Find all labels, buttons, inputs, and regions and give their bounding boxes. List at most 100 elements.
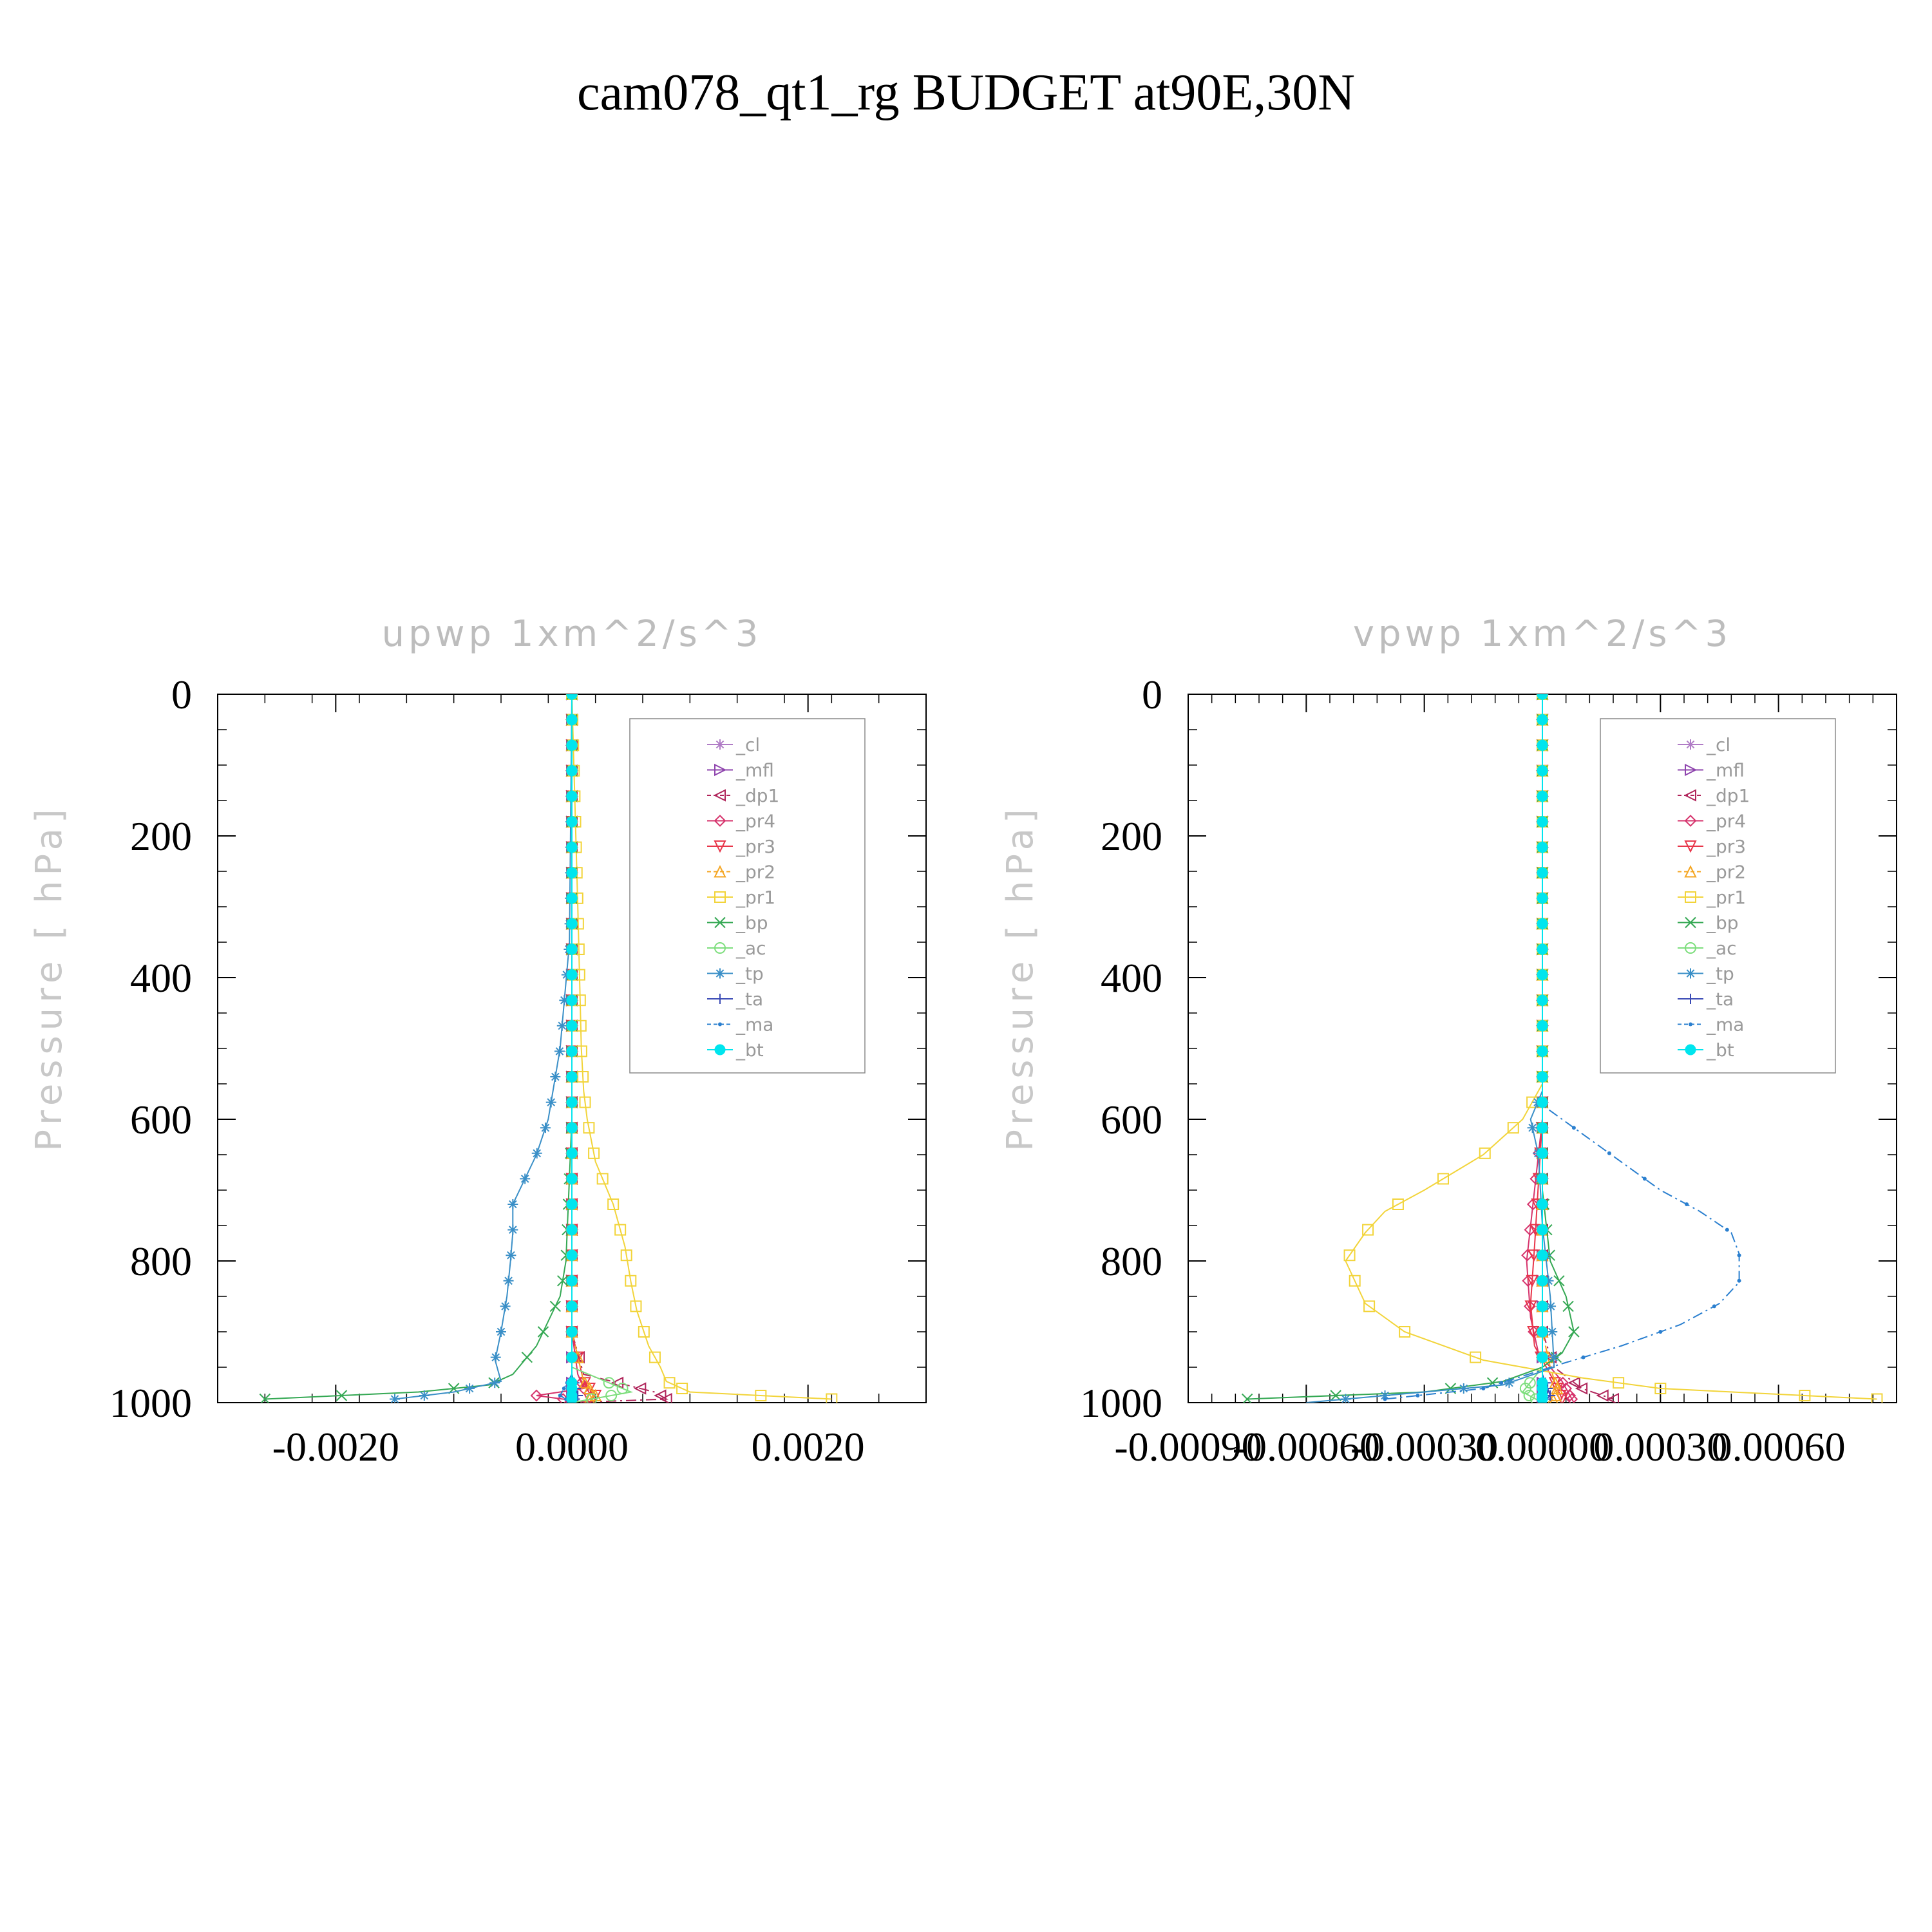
point-tp: [1340, 1394, 1351, 1403]
point-ma: [1642, 1177, 1647, 1181]
legend-item-pr2: _pr2: [1678, 862, 1746, 883]
point-pr4: [1566, 1393, 1578, 1403]
point-pr1: [1349, 1274, 1361, 1287]
point-tp: [503, 1275, 514, 1286]
point-dp1: [1606, 1392, 1619, 1403]
point-ma: [1383, 1397, 1387, 1401]
point-pr3: [1527, 1326, 1540, 1339]
series-bt: [1537, 694, 1548, 1403]
point-bt: [1537, 790, 1548, 802]
point-bt: [1537, 1394, 1548, 1403]
legend-label: _pr3: [1706, 836, 1746, 857]
point-bt: [566, 867, 578, 878]
point-tp: [556, 1020, 567, 1031]
legend: _cl _mfl _dp1 _pr4 _pr3 _pr2 _pr1 _bp _ac _tp _ta _…: [1600, 718, 1836, 1074]
legend-label: _mfl: [1706, 760, 1745, 781]
point-pr1: [583, 1122, 595, 1134]
series-tp: [390, 694, 577, 1403]
legend-item-pr4: _pr4: [707, 811, 775, 832]
point-pr1: [1343, 1249, 1356, 1262]
series-bp: [259, 694, 578, 1403]
point-bt: [1537, 1097, 1548, 1108]
point-bt: [1537, 1224, 1548, 1236]
point-ac: [603, 1377, 615, 1389]
legend-label: _mfl: [735, 760, 774, 781]
legend-label: _pr1: [735, 887, 775, 908]
point-pr4: [1524, 1224, 1537, 1236]
point-bt: [566, 1020, 578, 1032]
point-dp1: [654, 1389, 667, 1402]
point-pr4: [1522, 1274, 1535, 1287]
point-tp: [506, 1250, 516, 1261]
point-bt: [1537, 867, 1548, 878]
point-pr1: [755, 1390, 767, 1401]
point-bt: [1537, 994, 1548, 1006]
legend-label: _ta: [735, 989, 763, 1010]
point-bt: [1537, 1326, 1548, 1338]
point-pr1: [1362, 1224, 1374, 1236]
point-ma: [1416, 1394, 1420, 1397]
point-pr3: [1526, 1274, 1539, 1288]
point-bt: [1537, 918, 1548, 929]
point-bt: [566, 739, 578, 751]
legend-item-ma: _ma: [1678, 1014, 1744, 1036]
point-bt: [566, 1300, 578, 1312]
y-tick-label: 1000: [109, 1380, 192, 1426]
point-pr1: [614, 1224, 627, 1236]
x-tick-label: -0.00090: [1114, 1424, 1262, 1470]
legend-item-ta: _ta: [707, 989, 763, 1010]
point-bp: [1330, 1390, 1341, 1401]
legend-item-pr1: _pr1: [1678, 887, 1746, 908]
point-tp: [540, 1122, 551, 1133]
point-tp: [507, 1199, 518, 1209]
point-pr1: [579, 1096, 591, 1108]
point-pr1: [1392, 1198, 1404, 1210]
legend-label: _ma: [735, 1014, 773, 1036]
point-bt: [566, 1394, 578, 1403]
legend-label: _pr2: [735, 862, 775, 883]
point-bt: [1537, 1249, 1548, 1261]
chart-panel-upwp: upwp 1xm^2/s^3 Pressure [ hPa] 0 200 400 600 8…: [28, 613, 927, 1470]
point-pr1: [625, 1274, 637, 1287]
point-bt: [566, 1097, 578, 1108]
series-line-bp: [1247, 694, 1575, 1400]
point-ma: [1712, 1304, 1716, 1309]
point-ma: [1571, 1126, 1576, 1130]
point-tp: [1504, 1378, 1515, 1388]
x-tick-label: 0.00000: [1475, 1424, 1609, 1470]
point-bt: [1537, 1122, 1548, 1133]
y-tick-label: 800: [1101, 1238, 1162, 1284]
legend-label: _pr4: [735, 811, 775, 832]
point-pr1: [577, 1071, 589, 1083]
point-tp: [1547, 1327, 1558, 1337]
point-tp: [390, 1394, 400, 1403]
point-pr1: [596, 1173, 609, 1185]
point-bt: [1537, 739, 1548, 751]
y-axis-label: Pressure [ hPa]: [28, 804, 70, 1151]
point-tp: [531, 1148, 542, 1159]
point-pr4: [1524, 1300, 1536, 1312]
y-tick-label: 0: [171, 672, 192, 717]
point-ac: [1519, 1383, 1531, 1394]
legend-label: _bt: [735, 1039, 764, 1061]
point-pr1: [638, 1326, 650, 1338]
point-ac: [1523, 1390, 1535, 1401]
point-ac: [605, 1390, 618, 1401]
legend-label: _pr3: [735, 836, 775, 857]
point-bp: [1562, 1300, 1574, 1312]
point-bt: [566, 1198, 578, 1210]
point-bp: [537, 1326, 549, 1338]
y-axis-label: Pressure [ hPa]: [999, 804, 1041, 1151]
point-tp: [1548, 1352, 1559, 1363]
point-pr1: [1470, 1351, 1482, 1363]
point-bt: [1537, 1148, 1548, 1159]
y-tick-label: 400: [130, 955, 192, 1001]
point-pr1: [826, 1393, 838, 1403]
point-dp1: [634, 1382, 647, 1395]
legend-item-ta: _ta: [1678, 989, 1734, 1010]
point-bt: [1537, 694, 1548, 700]
series-line-tp: [394, 694, 573, 1400]
series-bp: [1241, 694, 1580, 1403]
point-pr2: [578, 1376, 591, 1389]
y-tick-label: 200: [1101, 813, 1162, 859]
